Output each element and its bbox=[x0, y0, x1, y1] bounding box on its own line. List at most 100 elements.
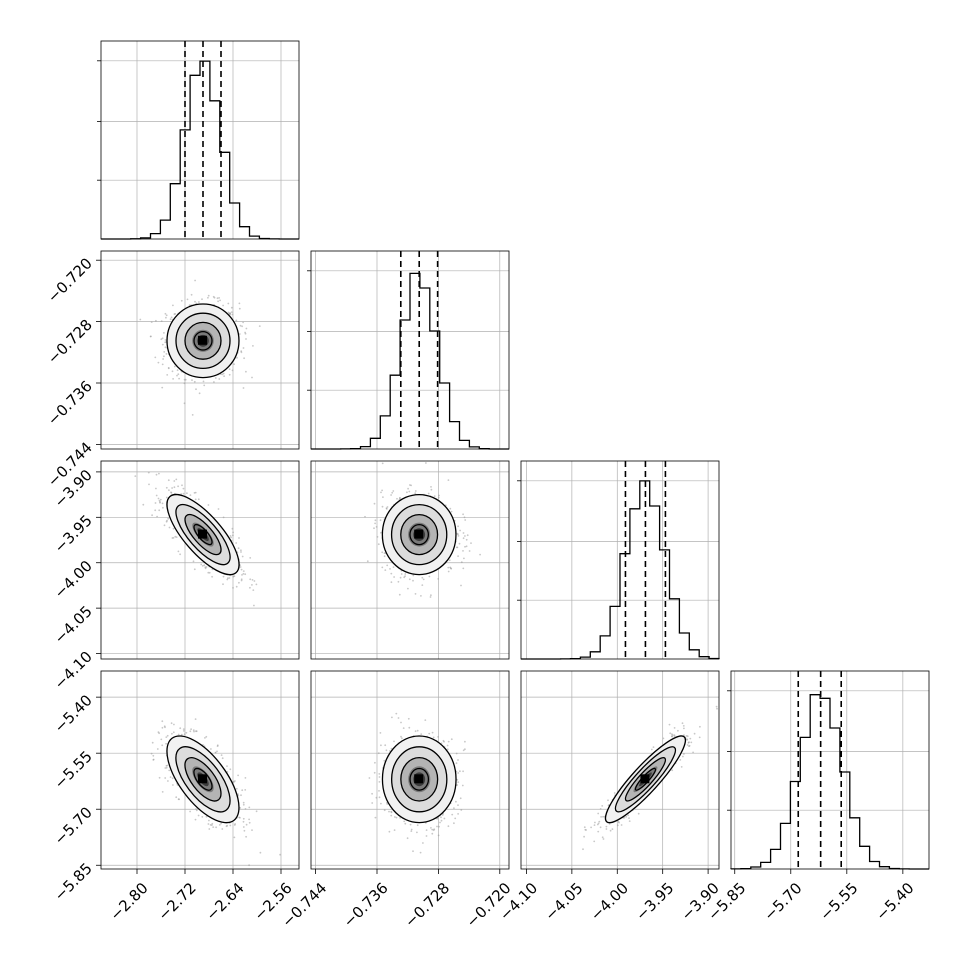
scatter-point bbox=[170, 722, 173, 725]
scatter-point bbox=[216, 744, 219, 747]
scatter-point bbox=[462, 567, 465, 570]
x-tick-label: −5.40 bbox=[872, 879, 917, 924]
scatter-point bbox=[693, 732, 696, 735]
scatter-point bbox=[390, 810, 393, 813]
contour-3 bbox=[166, 735, 240, 824]
scatter-point bbox=[163, 355, 165, 358]
x-tick-label: −0.736 bbox=[340, 879, 392, 931]
scatter-point bbox=[412, 579, 414, 582]
x-tick-label: −5.70 bbox=[760, 879, 805, 924]
scatter-point bbox=[244, 808, 247, 810]
scatter-point bbox=[175, 796, 178, 799]
scatter-point bbox=[173, 486, 176, 489]
scatter-point bbox=[462, 749, 465, 752]
scatter-point bbox=[195, 730, 197, 733]
scatter-point bbox=[252, 345, 254, 347]
scatter-point bbox=[165, 316, 167, 319]
scatter-point bbox=[416, 824, 419, 827]
scatter-point bbox=[244, 332, 247, 335]
scatter-point bbox=[368, 777, 371, 779]
scatter-point bbox=[165, 353, 168, 355]
scatter-point bbox=[393, 576, 395, 578]
scatter-point bbox=[380, 531, 382, 534]
scatter-point bbox=[683, 727, 685, 730]
scatter-point bbox=[383, 759, 386, 762]
scatter-point bbox=[230, 311, 233, 313]
scatter-point bbox=[164, 339, 167, 341]
scatter-point bbox=[192, 560, 195, 563]
scatter-point bbox=[470, 542, 472, 544]
scatter-point bbox=[194, 279, 197, 282]
scatter-point bbox=[699, 725, 701, 728]
scatter-point bbox=[605, 828, 608, 830]
scatter-point bbox=[163, 524, 166, 527]
scatter-point bbox=[443, 817, 446, 820]
scatter-point bbox=[175, 478, 178, 481]
scatter-point bbox=[240, 551, 242, 553]
scatter-point bbox=[682, 755, 684, 758]
scatter-point bbox=[165, 742, 168, 745]
contour-2 bbox=[175, 312, 231, 370]
scatter-point bbox=[242, 572, 245, 575]
scatter-point bbox=[175, 536, 178, 538]
scatter-point bbox=[180, 299, 183, 302]
scatter-point bbox=[410, 484, 412, 487]
scatter-point bbox=[148, 483, 150, 486]
scatter-point bbox=[671, 735, 674, 738]
scatter-point bbox=[164, 777, 167, 779]
scatter-point bbox=[371, 802, 374, 804]
scatter-point bbox=[380, 491, 382, 494]
scatter-point bbox=[593, 824, 596, 826]
scatter-point bbox=[462, 550, 464, 552]
scatter-point bbox=[390, 572, 393, 575]
scatter-point bbox=[244, 789, 247, 791]
scatter-point bbox=[447, 740, 450, 743]
scatter-point bbox=[210, 748, 212, 750]
scatter-point bbox=[158, 509, 161, 512]
scatter-point bbox=[388, 830, 391, 833]
scatter-point bbox=[184, 378, 187, 381]
scatter-point bbox=[222, 304, 225, 307]
scatter-point bbox=[245, 835, 248, 838]
scatter-point bbox=[227, 311, 230, 314]
histogram-panel-0 bbox=[97, 40, 300, 240]
scatter-point bbox=[176, 374, 178, 377]
scatter-point bbox=[585, 829, 587, 831]
scatter-point bbox=[384, 744, 387, 747]
scatter-point bbox=[164, 767, 167, 769]
scatter-point bbox=[412, 574, 415, 577]
scatter-point bbox=[715, 705, 718, 708]
scatter-point bbox=[189, 810, 192, 813]
scatter-point bbox=[232, 531, 235, 534]
scatter-point bbox=[671, 734, 674, 736]
panel-frame bbox=[100, 670, 300, 870]
scatter-point bbox=[461, 784, 464, 787]
density-peak bbox=[198, 774, 207, 784]
contour-3 bbox=[604, 735, 687, 824]
scatter-point bbox=[172, 731, 175, 734]
scatter-point bbox=[602, 838, 605, 840]
scatter-point bbox=[388, 810, 390, 813]
scatter-point bbox=[400, 735, 402, 738]
y-tick-label: −3.95 bbox=[51, 511, 96, 556]
scatter-point bbox=[395, 816, 398, 819]
scatter-point bbox=[193, 380, 196, 383]
scatter-point bbox=[186, 492, 188, 495]
scatter-point bbox=[650, 748, 653, 751]
scatter-point bbox=[194, 498, 197, 501]
scatter-point bbox=[625, 815, 628, 818]
scatter-point bbox=[222, 575, 225, 578]
scatter-point bbox=[182, 487, 185, 490]
scatter-point bbox=[249, 578, 252, 581]
scatter-point bbox=[386, 564, 389, 567]
scatter-point bbox=[212, 826, 215, 828]
scatter-point bbox=[242, 570, 245, 572]
scatter-point bbox=[414, 490, 417, 492]
scatter-point bbox=[203, 564, 206, 567]
scatter-point bbox=[244, 573, 247, 576]
scatter-point bbox=[177, 485, 180, 488]
scatter-panel-1-2 bbox=[310, 460, 510, 660]
scatter-point bbox=[432, 736, 435, 739]
scatter-point bbox=[227, 577, 229, 580]
scatter-point bbox=[451, 813, 454, 816]
